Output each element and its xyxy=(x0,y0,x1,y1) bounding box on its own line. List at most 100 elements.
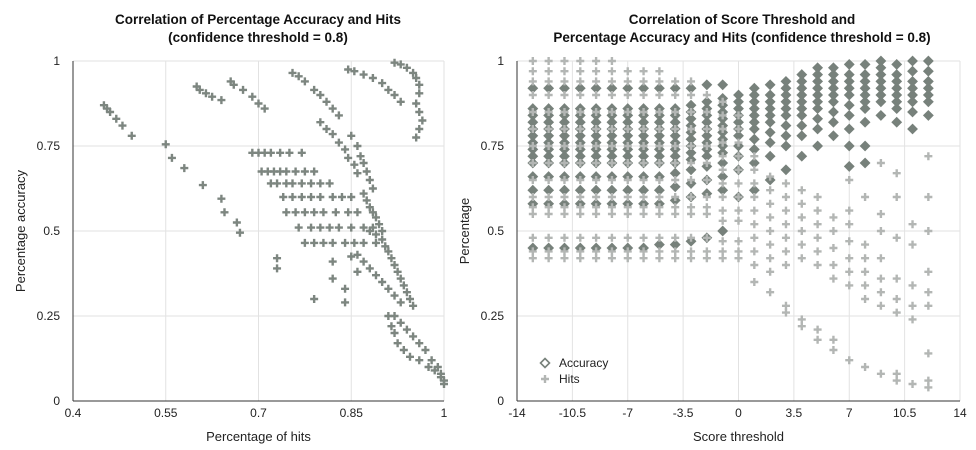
x-tick-label: 1 xyxy=(441,406,448,420)
hits-point xyxy=(734,247,743,256)
hits-point xyxy=(781,179,790,188)
accuracy-point xyxy=(875,82,887,94)
accuracy-point xyxy=(828,96,839,108)
hits-point xyxy=(702,247,711,256)
hits-point xyxy=(623,91,632,99)
accuracy-point xyxy=(891,69,903,81)
accuracy-point xyxy=(812,89,824,101)
hits-point xyxy=(560,125,569,133)
hits-point xyxy=(861,193,870,201)
hits-point xyxy=(892,193,901,201)
hits-point xyxy=(528,57,537,65)
data-point xyxy=(310,167,319,176)
hits-point xyxy=(829,213,838,222)
accuracy-point xyxy=(812,113,824,125)
data-point xyxy=(328,257,337,266)
accuracy-point xyxy=(780,140,792,152)
accuracy-point xyxy=(891,89,903,101)
hits-point xyxy=(623,233,632,242)
x-tick-label: 0.7 xyxy=(250,406,267,420)
hits-point xyxy=(829,346,838,354)
data-point xyxy=(409,332,418,341)
y-tick-label: 0.5 xyxy=(43,224,60,238)
hits-point xyxy=(845,281,854,290)
hits-point xyxy=(576,57,585,65)
hits-point xyxy=(592,176,601,184)
accuracy-point xyxy=(891,58,903,70)
data-point xyxy=(378,227,387,235)
hits-point xyxy=(781,308,790,317)
hits-point xyxy=(924,349,933,358)
hits-point xyxy=(560,233,569,242)
data-point xyxy=(415,89,424,98)
data-point xyxy=(307,193,316,201)
x-tick-label: -14 xyxy=(508,406,526,420)
data-point xyxy=(217,194,226,203)
hits-point xyxy=(766,213,775,222)
data-point xyxy=(350,67,359,76)
data-point xyxy=(341,238,350,247)
hits-point xyxy=(734,111,743,120)
data-point xyxy=(347,223,356,232)
accuracy-point xyxy=(843,58,855,70)
hits-point xyxy=(876,159,885,167)
accuracy-point xyxy=(748,96,760,108)
hits-point xyxy=(687,159,696,167)
data-point xyxy=(195,85,204,94)
data-point xyxy=(371,238,380,247)
accuracy-point xyxy=(748,89,760,101)
hits-point xyxy=(607,176,616,184)
chart-1: Correlation of Percentage Accuracy and H… xyxy=(13,12,448,444)
hits-point xyxy=(876,288,885,297)
accuracy-point xyxy=(828,82,839,94)
data-point xyxy=(285,148,294,157)
data-point xyxy=(310,208,319,217)
hits-point xyxy=(576,91,585,99)
accuracy-point xyxy=(748,109,760,121)
accuracy-point xyxy=(796,109,808,121)
hits-point xyxy=(592,210,601,218)
hits-point xyxy=(671,233,680,242)
data-point xyxy=(368,74,377,82)
data-point xyxy=(334,223,343,232)
y-tick-label: 1 xyxy=(53,54,60,68)
data-point xyxy=(365,227,374,235)
accuracy-point xyxy=(891,116,903,128)
hits-point xyxy=(607,233,616,242)
data-point xyxy=(208,92,217,101)
data-point xyxy=(362,167,371,176)
accuracy-point xyxy=(891,96,903,108)
hits-point xyxy=(607,91,616,99)
hits-point xyxy=(544,159,553,167)
hits-point xyxy=(528,203,537,212)
hits-point xyxy=(766,199,775,208)
accuracy-point xyxy=(748,82,760,94)
hits-point xyxy=(829,227,838,235)
hits-point xyxy=(623,67,632,76)
hits-point xyxy=(655,193,664,201)
hits-point xyxy=(655,91,664,99)
hits-point xyxy=(671,108,680,116)
hits-point xyxy=(718,125,727,133)
data-point xyxy=(319,238,328,247)
data-point xyxy=(390,91,399,99)
hits-point xyxy=(639,233,648,242)
hits-point xyxy=(544,233,553,242)
data-point xyxy=(273,179,282,188)
hits-point xyxy=(718,247,727,256)
accuracy-point xyxy=(828,75,839,87)
data-point xyxy=(402,325,411,334)
data-point xyxy=(427,356,436,365)
accuracy-point xyxy=(527,130,539,142)
hits-point xyxy=(845,254,854,263)
accuracy-point xyxy=(907,89,918,101)
hits-point xyxy=(623,159,632,167)
hits-point xyxy=(544,108,553,116)
hits-point xyxy=(797,227,806,235)
hits-point xyxy=(750,193,759,201)
accuracy-point xyxy=(622,130,634,142)
accuracy-point xyxy=(764,116,776,128)
data-point xyxy=(402,63,411,72)
hits-point xyxy=(718,179,727,188)
data-point xyxy=(359,159,368,167)
